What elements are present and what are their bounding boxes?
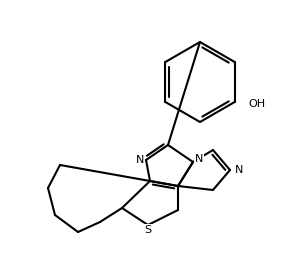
Text: N: N (235, 165, 243, 175)
Text: OH: OH (248, 99, 265, 109)
Text: N: N (195, 154, 203, 164)
Text: N: N (136, 155, 144, 165)
Text: S: S (144, 225, 152, 235)
